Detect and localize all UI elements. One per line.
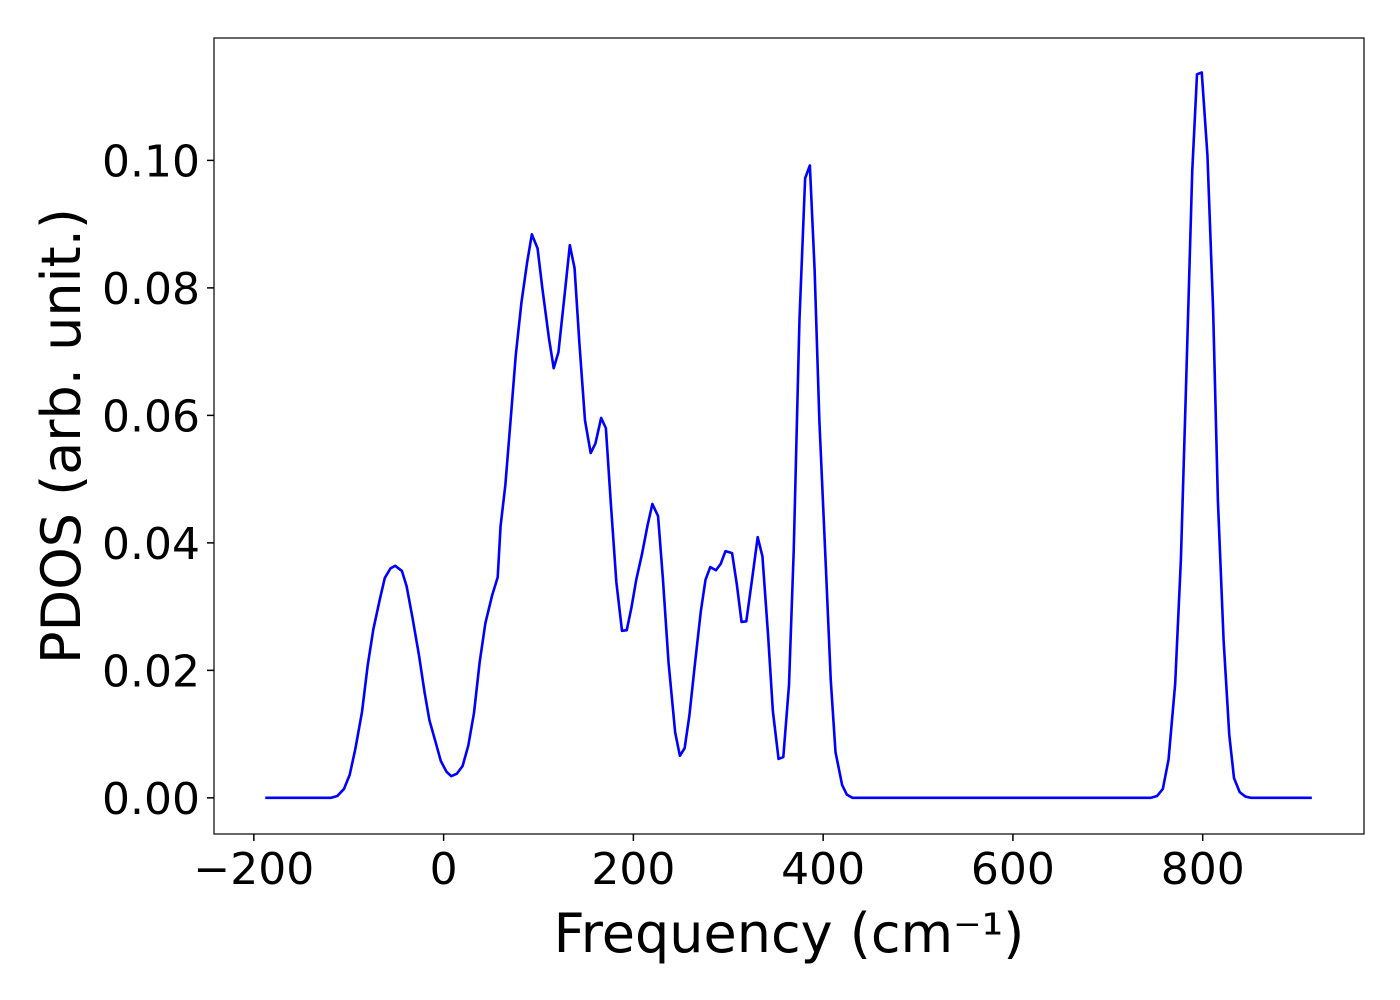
y-tick-label: 0.04 [102, 519, 200, 570]
x-tick-label: 0 [430, 844, 458, 895]
y-axis-label: PDOS (arb. unit.) [30, 208, 93, 664]
y-tick-label: 0.02 [102, 646, 200, 697]
x-tick-label: −200 [193, 844, 314, 895]
x-tick-label: 800 [1161, 844, 1245, 895]
x-axis-label: Frequency (cm⁻¹) [554, 902, 1025, 965]
plot-frame [213, 37, 1365, 835]
y-tick-label: 0.06 [102, 391, 200, 442]
y-tick-label: 0.10 [102, 136, 200, 187]
line [265, 71, 1312, 800]
x-tick-label: 600 [971, 844, 1055, 895]
x-tick-label: 200 [591, 844, 675, 895]
y-tick-label: 0.00 [102, 774, 200, 825]
y-tick-label: 0.08 [102, 264, 200, 315]
x-tick-label: 400 [781, 844, 865, 895]
